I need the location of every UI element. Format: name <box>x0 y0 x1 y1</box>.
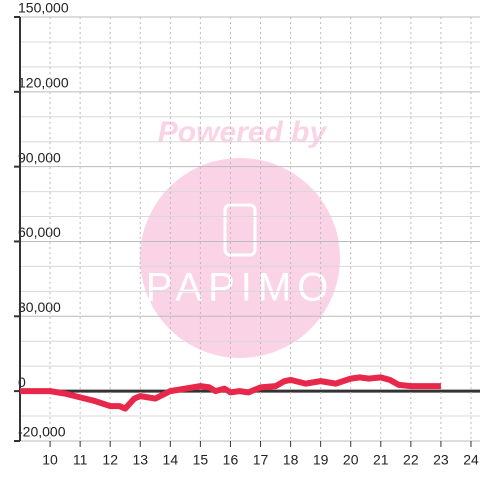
watermark-logo: PAPIMO <box>146 266 335 310</box>
x-tick-label: 24 <box>463 452 479 468</box>
x-tick-label: 11 <box>73 452 88 468</box>
y-tick-label: 60,000 <box>18 224 61 240</box>
x-tick-label: 13 <box>132 452 148 468</box>
watermark-phone <box>223 203 257 257</box>
watermark-text: Powered by <box>158 116 328 149</box>
y-tick-label: 0 <box>18 374 26 390</box>
y-tick-label: 30,000 <box>18 299 61 315</box>
grid: -20,000 0 30,000 60,000 90,000 120,000 150,000… <box>14 0 480 468</box>
x-tick-label: 21 <box>373 452 389 468</box>
x-tick-label: 14 <box>163 452 179 468</box>
x-tick-label: 15 <box>193 452 209 468</box>
x-tick-label: 23 <box>433 452 449 468</box>
x-tick-label: 17 <box>253 452 269 468</box>
x-tick-label: 16 <box>223 452 239 468</box>
y-tick-label: -20,000 <box>18 424 66 440</box>
x-tick-label: 18 <box>283 452 299 468</box>
x-tick-label: 19 <box>313 452 329 468</box>
y-tick-label: 120,000 <box>18 75 69 91</box>
x-tick-label: 12 <box>102 452 118 468</box>
watermark: Powered by PAPIMO <box>140 116 340 358</box>
x-tick-label: 20 <box>343 452 359 468</box>
series-line <box>20 374 441 412</box>
plot <box>20 374 441 412</box>
x-tick-label: 10 <box>42 452 58 468</box>
x-tick-label: 22 <box>403 452 419 468</box>
y-tick-label: 90,000 <box>18 149 61 165</box>
watermark-circle <box>140 158 340 358</box>
y-tick-label: 150,000 <box>18 0 69 16</box>
